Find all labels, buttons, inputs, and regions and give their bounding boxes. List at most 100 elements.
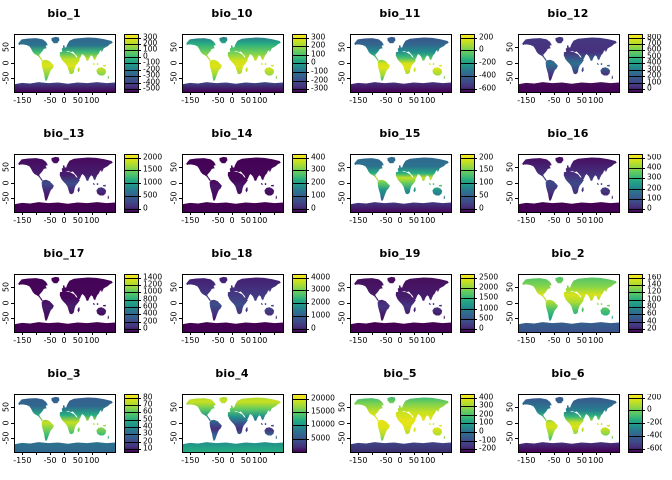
borneo-landmass xyxy=(432,302,435,306)
y-tick-label: -50 xyxy=(337,431,347,445)
north-america-landmass xyxy=(18,158,48,181)
y-tick-label: -50 xyxy=(337,71,347,85)
y-tick-mark xyxy=(179,318,182,320)
south-america-landmass xyxy=(41,59,54,81)
x-tick-label: 0 xyxy=(397,336,403,345)
panel-bio_3: bio_3 xyxy=(0,360,168,480)
legend-tick-stub xyxy=(306,303,309,305)
new-guinea-landmass xyxy=(606,64,611,67)
legend-tick-mark xyxy=(293,183,306,185)
british-isles-landmass xyxy=(230,45,233,49)
map-plot-area xyxy=(182,394,284,453)
panel-title: bio_3 xyxy=(47,367,81,380)
landmasses xyxy=(351,276,451,332)
x-tick-mark xyxy=(554,212,556,215)
x-tick-mark xyxy=(232,212,233,215)
y-tick-mark xyxy=(179,438,182,440)
legend-tick-stub xyxy=(642,82,645,84)
borneo-landmass xyxy=(432,422,435,426)
panel-title: bio_17 xyxy=(43,247,85,260)
legend-tick-stub xyxy=(138,277,141,279)
y-tick-label: 0 xyxy=(505,59,515,66)
new-zealand-landmass xyxy=(107,315,109,320)
new-zealand-landmass xyxy=(107,195,109,200)
x-tick-mark xyxy=(568,212,569,215)
legend-tick-stub xyxy=(306,316,309,318)
legend-tick-label: 1500 xyxy=(143,164,163,174)
x-tick-label: 100 xyxy=(84,216,100,225)
x-tick-mark xyxy=(386,452,388,455)
color-legend-labels: 200 0 -200 -400 -600 xyxy=(647,394,662,451)
legend-tick-mark xyxy=(629,69,642,71)
madagascar-landmass xyxy=(77,187,80,193)
legend-tick-stub xyxy=(306,209,309,211)
antarctica-landmass xyxy=(351,322,451,332)
x-tick-mark xyxy=(595,332,597,335)
legend-tick-stub xyxy=(138,397,141,399)
x-tick-label: -150 xyxy=(517,96,536,105)
color-legend-bar xyxy=(292,34,309,93)
new-guinea-landmass xyxy=(438,184,443,187)
sumatra-landmass xyxy=(428,422,431,426)
sumatra-landmass xyxy=(260,302,263,306)
y-tick-mark xyxy=(179,78,182,80)
x-tick-label: -150 xyxy=(517,456,536,465)
legend-tick-label: 120 xyxy=(647,286,662,296)
legend-tick-stub xyxy=(642,188,645,190)
legend-tick-mark xyxy=(629,423,642,425)
legend-tick-mark xyxy=(629,50,642,52)
japan-landmass xyxy=(101,408,104,413)
x-tick-mark xyxy=(609,332,611,335)
legend-tick-stub xyxy=(474,277,477,279)
map-plot-area xyxy=(182,274,284,333)
legend-tick-mark xyxy=(461,287,474,289)
australia-landmass xyxy=(96,187,107,196)
legend-tick-stub xyxy=(642,44,645,45)
north-america-landmass xyxy=(18,38,48,61)
legend-tick-label: 40 xyxy=(143,421,153,431)
madagascar-landmass xyxy=(245,67,248,73)
legend-tick-label: 100 xyxy=(479,417,494,427)
legend-tick-label: -400 xyxy=(143,76,161,86)
legend-tick-label: 6000 xyxy=(647,44,662,54)
legend-tick-stub xyxy=(306,89,309,91)
australia-landmass xyxy=(600,67,611,76)
x-tick-mark xyxy=(50,452,52,455)
y-tick-mark xyxy=(347,318,350,320)
y-tick-mark xyxy=(347,438,350,440)
y-tick-label: -50 xyxy=(1,71,11,85)
australia-landmass xyxy=(96,307,107,316)
map-plot-area xyxy=(350,34,452,93)
legend-tick-stub xyxy=(642,321,645,323)
x-tick-mark xyxy=(554,452,556,455)
legend-tick-mark xyxy=(629,56,642,58)
africa-landmass xyxy=(227,171,248,195)
x-tick-label: 100 xyxy=(84,456,100,465)
legend-tick-stub xyxy=(474,414,477,416)
legend-tick-mark xyxy=(461,277,474,279)
greenland-landmass xyxy=(555,156,564,164)
legend-tick-label: 2000 xyxy=(647,182,662,192)
x-tick-label: 50 xyxy=(240,96,251,105)
legend-tick-stub xyxy=(642,299,645,301)
south-america-landmass xyxy=(545,419,558,441)
x-tick-mark xyxy=(609,212,611,215)
africa-landmass xyxy=(563,171,584,195)
legend-tick-mark xyxy=(293,303,306,305)
x-tick-mark xyxy=(190,212,192,215)
legend-tick-label: 7000 xyxy=(647,38,662,48)
legend-tick-mark xyxy=(461,63,474,65)
eurasia-landmass xyxy=(229,277,281,301)
greenland-landmass xyxy=(51,276,60,284)
x-tick-label: 50 xyxy=(72,336,83,345)
legend-tick-mark xyxy=(629,76,642,78)
legend-tick-stub xyxy=(138,44,141,45)
eurasia-landmass xyxy=(565,37,617,61)
legend-tick-label: 100 xyxy=(479,177,494,187)
y-tick-label: -50 xyxy=(337,311,347,325)
y-tick-label: 0 xyxy=(505,419,515,426)
madagascar-landmass xyxy=(581,187,584,193)
north-america-landmass xyxy=(354,158,384,181)
antarctica-landmass xyxy=(15,442,115,452)
legend-tick-label: 10 xyxy=(143,443,153,453)
